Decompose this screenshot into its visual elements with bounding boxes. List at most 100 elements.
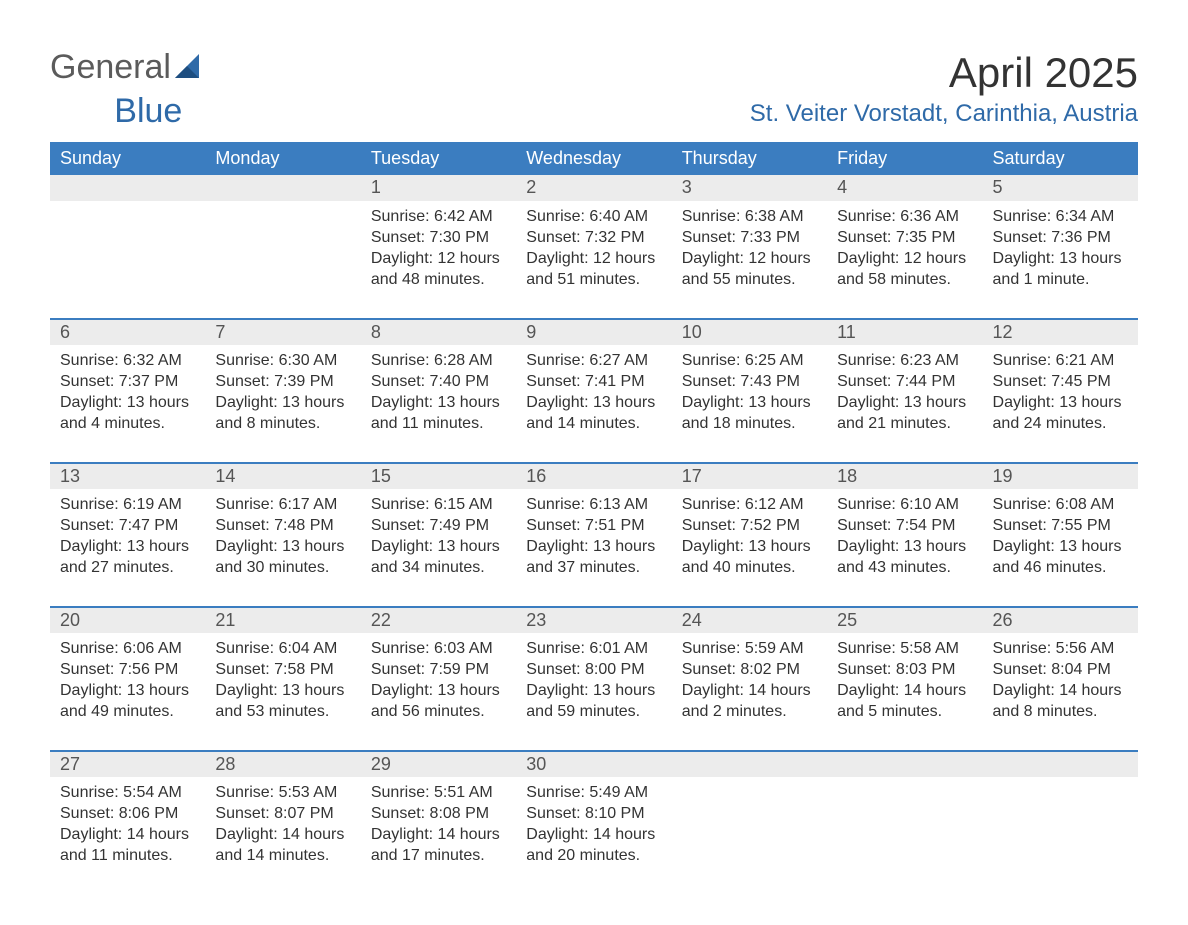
day-cell: Sunrise: 6:32 AMSunset: 7:37 PMDaylight:… — [50, 345, 205, 463]
daylight-line1: Daylight: 14 hours — [682, 681, 817, 702]
sunset: Sunset: 8:10 PM — [526, 804, 661, 825]
sunrise: Sunrise: 6:21 AM — [993, 351, 1128, 372]
sunrise: Sunrise: 6:38 AM — [682, 207, 817, 228]
day-number: 22 — [361, 607, 516, 633]
sunrise: Sunrise: 5:53 AM — [215, 783, 350, 804]
daylight-line2: and 1 minute. — [993, 270, 1128, 291]
sunset: Sunset: 7:55 PM — [993, 516, 1128, 537]
daylight-line2: and 59 minutes. — [526, 702, 661, 723]
day-number-row: 12345 — [50, 175, 1138, 201]
sunset: Sunset: 7:56 PM — [60, 660, 195, 681]
day-cell: Sunrise: 5:49 AMSunset: 8:10 PMDaylight:… — [516, 777, 671, 895]
sunset: Sunset: 8:02 PM — [682, 660, 817, 681]
daylight-line1: Daylight: 14 hours — [60, 825, 195, 846]
sunset: Sunset: 7:40 PM — [371, 372, 506, 393]
sunrise: Sunrise: 5:58 AM — [837, 639, 972, 660]
day-number-row: 20212223242526 — [50, 607, 1138, 633]
sunrise: Sunrise: 6:30 AM — [215, 351, 350, 372]
day-cell: Sunrise: 5:56 AMSunset: 8:04 PMDaylight:… — [983, 633, 1138, 751]
daylight-line2: and 20 minutes. — [526, 846, 661, 867]
daylight-line1: Daylight: 13 hours — [526, 537, 661, 558]
daylight-line1: Daylight: 12 hours — [371, 249, 506, 270]
daylight-line2: and 5 minutes. — [837, 702, 972, 723]
sail-icon — [175, 50, 203, 84]
sunset: Sunset: 8:00 PM — [526, 660, 661, 681]
sunrise: Sunrise: 6:10 AM — [837, 495, 972, 516]
day-number-row: 13141516171819 — [50, 463, 1138, 489]
daylight-line1: Daylight: 12 hours — [682, 249, 817, 270]
sunset: Sunset: 7:36 PM — [993, 228, 1128, 249]
day-number — [50, 175, 205, 201]
daylight-line1: Daylight: 14 hours — [371, 825, 506, 846]
day-number: 5 — [983, 175, 1138, 201]
daylight-line2: and 58 minutes. — [837, 270, 972, 291]
daylight-line2: and 24 minutes. — [993, 414, 1128, 435]
daylight-line1: Daylight: 14 hours — [215, 825, 350, 846]
sunset: Sunset: 7:33 PM — [682, 228, 817, 249]
daylight-line1: Daylight: 13 hours — [993, 249, 1128, 270]
day-cell: Sunrise: 6:34 AMSunset: 7:36 PMDaylight:… — [983, 201, 1138, 319]
sunrise: Sunrise: 6:03 AM — [371, 639, 506, 660]
day-detail-row: Sunrise: 6:06 AMSunset: 7:56 PMDaylight:… — [50, 633, 1138, 751]
brand-logo-line2: GenBlue — [50, 94, 1138, 128]
sunset: Sunset: 7:39 PM — [215, 372, 350, 393]
daylight-line2: and 18 minutes. — [682, 414, 817, 435]
brand-word-2: Blue — [114, 94, 182, 128]
sunrise: Sunrise: 6:01 AM — [526, 639, 661, 660]
day-cell — [50, 201, 205, 319]
day-number: 12 — [983, 319, 1138, 345]
sunset: Sunset: 7:51 PM — [526, 516, 661, 537]
daylight-line2: and 43 minutes. — [837, 558, 972, 579]
day-cell: Sunrise: 6:27 AMSunset: 7:41 PMDaylight:… — [516, 345, 671, 463]
weekday-header: Sunday — [50, 142, 205, 175]
daylight-line1: Daylight: 13 hours — [993, 393, 1128, 414]
day-number: 24 — [672, 607, 827, 633]
sunset: Sunset: 7:37 PM — [60, 372, 195, 393]
sunrise: Sunrise: 6:42 AM — [371, 207, 506, 228]
sunset: Sunset: 7:32 PM — [526, 228, 661, 249]
weekday-header: Tuesday — [361, 142, 516, 175]
day-cell: Sunrise: 6:23 AMSunset: 7:44 PMDaylight:… — [827, 345, 982, 463]
day-number: 25 — [827, 607, 982, 633]
day-number: 14 — [205, 463, 360, 489]
daylight-line2: and 11 minutes. — [60, 846, 195, 867]
daylight-line1: Daylight: 13 hours — [215, 537, 350, 558]
sunrise: Sunrise: 6:27 AM — [526, 351, 661, 372]
daylight-line2: and 48 minutes. — [371, 270, 506, 291]
daylight-line1: Daylight: 13 hours — [682, 537, 817, 558]
sunset: Sunset: 8:04 PM — [993, 660, 1128, 681]
daylight-line1: Daylight: 13 hours — [682, 393, 817, 414]
daylight-line2: and 37 minutes. — [526, 558, 661, 579]
sunset: Sunset: 7:52 PM — [682, 516, 817, 537]
day-cell: Sunrise: 6:10 AMSunset: 7:54 PMDaylight:… — [827, 489, 982, 607]
day-number: 23 — [516, 607, 671, 633]
day-number — [672, 751, 827, 777]
sunrise: Sunrise: 6:17 AM — [215, 495, 350, 516]
day-cell — [827, 777, 982, 895]
daylight-line1: Daylight: 12 hours — [526, 249, 661, 270]
weekday-header: Wednesday — [516, 142, 671, 175]
day-number: 19 — [983, 463, 1138, 489]
sunset: Sunset: 8:07 PM — [215, 804, 350, 825]
daylight-line1: Daylight: 13 hours — [60, 681, 195, 702]
day-number: 11 — [827, 319, 982, 345]
day-cell: Sunrise: 6:13 AMSunset: 7:51 PMDaylight:… — [516, 489, 671, 607]
day-cell — [983, 777, 1138, 895]
sunrise: Sunrise: 6:25 AM — [682, 351, 817, 372]
daylight-line2: and 17 minutes. — [371, 846, 506, 867]
sunset: Sunset: 7:35 PM — [837, 228, 972, 249]
day-cell: Sunrise: 5:59 AMSunset: 8:02 PMDaylight:… — [672, 633, 827, 751]
sunrise: Sunrise: 6:19 AM — [60, 495, 195, 516]
day-number: 30 — [516, 751, 671, 777]
weekday-header: Thursday — [672, 142, 827, 175]
daylight-line2: and 27 minutes. — [60, 558, 195, 579]
day-number-row: 27282930 — [50, 751, 1138, 777]
day-cell — [205, 201, 360, 319]
day-cell: Sunrise: 6:12 AMSunset: 7:52 PMDaylight:… — [672, 489, 827, 607]
day-number: 7 — [205, 319, 360, 345]
day-number: 8 — [361, 319, 516, 345]
day-cell: Sunrise: 5:53 AMSunset: 8:07 PMDaylight:… — [205, 777, 360, 895]
daylight-line2: and 21 minutes. — [837, 414, 972, 435]
sunrise: Sunrise: 6:40 AM — [526, 207, 661, 228]
month-title: April 2025 — [750, 50, 1138, 96]
